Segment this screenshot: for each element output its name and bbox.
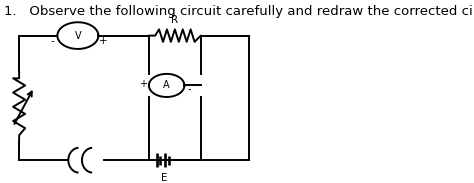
- Text: +: +: [99, 36, 108, 46]
- Text: -: -: [51, 36, 55, 46]
- Text: +: +: [139, 79, 147, 89]
- Text: V: V: [74, 31, 81, 41]
- Text: -: -: [188, 84, 191, 94]
- Text: 1.   Observe the following circuit carefully and redraw the corrected circuit di: 1. Observe the following circuit careful…: [4, 5, 474, 18]
- Text: R: R: [171, 15, 178, 25]
- Text: E: E: [161, 173, 167, 183]
- Text: A: A: [164, 81, 170, 90]
